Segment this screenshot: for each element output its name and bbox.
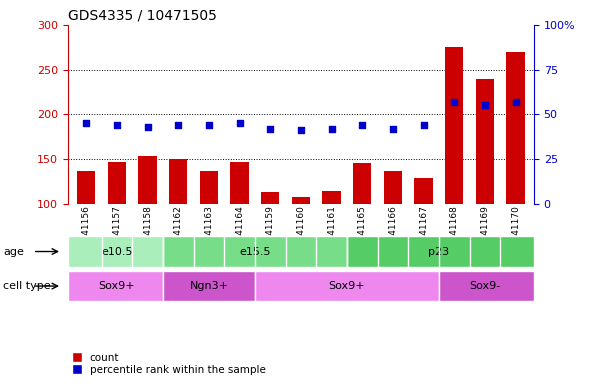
Point [419, 122, 428, 128]
Point [358, 122, 367, 128]
Bar [384, 171, 402, 293]
Point [112, 122, 122, 128]
Bar [506, 52, 525, 293]
Bar [169, 159, 188, 293]
Bar [139, 156, 157, 293]
Bar [347, 236, 534, 267]
Bar [68, 236, 163, 267]
Bar [68, 271, 163, 301]
Text: Sox9-: Sox9- [469, 281, 500, 291]
Point [480, 102, 490, 108]
Legend: count, percentile rank within the sample: count, percentile rank within the sample [73, 353, 266, 375]
Bar [445, 47, 463, 293]
Bar [414, 178, 432, 293]
Bar [77, 171, 96, 293]
Text: Sox9+: Sox9+ [329, 281, 365, 291]
Bar [353, 163, 372, 293]
Point [173, 122, 183, 128]
Text: cell type: cell type [3, 281, 51, 291]
Bar [163, 236, 347, 267]
Bar [230, 162, 249, 293]
Text: e10.5: e10.5 [101, 247, 133, 257]
Point [450, 99, 459, 105]
Bar [163, 271, 255, 301]
Point [143, 124, 152, 130]
Text: age: age [3, 247, 24, 257]
Bar [322, 191, 341, 293]
Point [511, 99, 520, 105]
Point [204, 122, 214, 128]
Bar [108, 162, 126, 293]
Text: e15.5: e15.5 [239, 247, 271, 257]
Point [296, 127, 306, 133]
Point [235, 120, 244, 126]
Bar [476, 78, 494, 293]
Text: p23: p23 [428, 247, 450, 257]
Point [327, 126, 336, 132]
Point [266, 126, 275, 132]
Text: GDS4335 / 10471505: GDS4335 / 10471505 [68, 8, 217, 22]
Bar [199, 171, 218, 293]
Point [81, 120, 91, 126]
Text: Sox9+: Sox9+ [99, 281, 135, 291]
Bar [255, 271, 439, 301]
Bar [439, 271, 534, 301]
Bar [291, 197, 310, 293]
Text: Ngn3+: Ngn3+ [189, 281, 228, 291]
Point [388, 126, 398, 132]
Bar [261, 192, 280, 293]
